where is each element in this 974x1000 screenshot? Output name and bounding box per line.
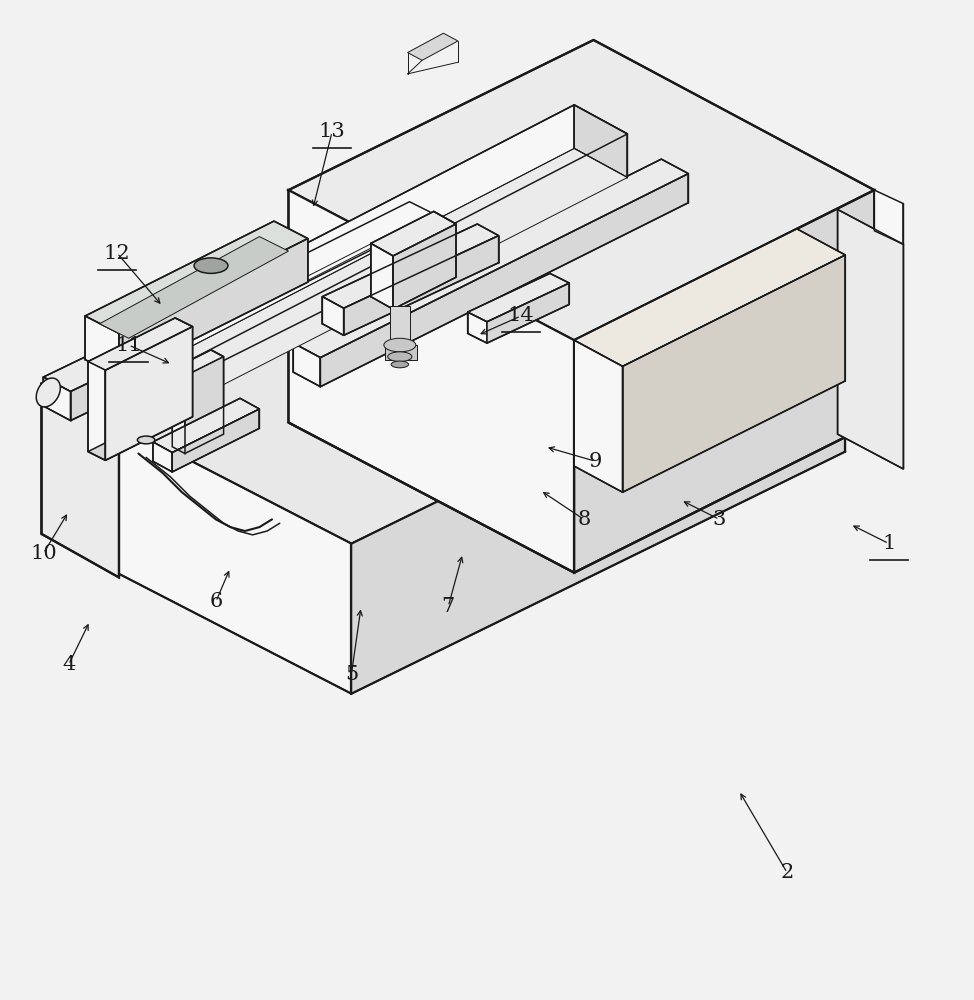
Polygon shape (129, 342, 158, 393)
Polygon shape (119, 148, 627, 411)
Polygon shape (88, 362, 105, 460)
Polygon shape (322, 224, 499, 308)
Polygon shape (574, 190, 875, 573)
Polygon shape (185, 357, 224, 454)
Polygon shape (468, 273, 570, 322)
Text: 5: 5 (345, 665, 358, 684)
Polygon shape (153, 398, 259, 453)
Polygon shape (42, 384, 119, 577)
Polygon shape (44, 246, 342, 392)
Polygon shape (70, 261, 342, 421)
Polygon shape (574, 340, 622, 492)
Text: 7: 7 (441, 597, 455, 616)
Polygon shape (153, 442, 172, 472)
Text: 4: 4 (62, 655, 75, 674)
Ellipse shape (384, 338, 416, 352)
Polygon shape (288, 40, 875, 340)
Polygon shape (391, 306, 409, 360)
Text: 3: 3 (713, 510, 726, 529)
Polygon shape (44, 377, 70, 421)
Polygon shape (42, 384, 352, 694)
Polygon shape (288, 190, 574, 573)
Polygon shape (88, 408, 193, 460)
Polygon shape (393, 224, 456, 309)
Polygon shape (875, 190, 904, 244)
Polygon shape (293, 159, 689, 358)
Polygon shape (158, 216, 438, 393)
Text: 14: 14 (507, 306, 534, 325)
Ellipse shape (194, 258, 228, 273)
Ellipse shape (137, 436, 155, 444)
Polygon shape (322, 297, 344, 335)
Text: 11: 11 (115, 336, 142, 355)
Polygon shape (838, 209, 904, 469)
Polygon shape (320, 174, 689, 387)
Ellipse shape (388, 352, 412, 362)
Text: 8: 8 (578, 510, 590, 529)
Polygon shape (172, 369, 185, 454)
Polygon shape (574, 229, 845, 366)
Polygon shape (99, 237, 288, 338)
Polygon shape (129, 202, 438, 357)
Polygon shape (293, 343, 320, 387)
Text: 13: 13 (318, 122, 346, 141)
Polygon shape (487, 283, 570, 343)
Text: 2: 2 (780, 863, 794, 882)
Text: 6: 6 (209, 592, 222, 611)
Polygon shape (622, 255, 845, 492)
Polygon shape (407, 33, 458, 60)
Polygon shape (85, 316, 119, 377)
Polygon shape (88, 318, 193, 370)
Polygon shape (85, 221, 308, 333)
Polygon shape (371, 211, 456, 256)
Polygon shape (352, 301, 845, 694)
Text: 9: 9 (588, 452, 602, 471)
Text: 12: 12 (104, 244, 131, 263)
Polygon shape (119, 340, 172, 411)
Polygon shape (386, 345, 417, 360)
Polygon shape (172, 409, 259, 472)
Polygon shape (119, 105, 627, 369)
Polygon shape (344, 236, 499, 335)
Polygon shape (172, 350, 224, 376)
Polygon shape (574, 105, 627, 178)
Polygon shape (468, 312, 487, 343)
Polygon shape (105, 327, 193, 460)
Text: 10: 10 (30, 544, 56, 563)
Ellipse shape (36, 378, 60, 407)
Polygon shape (371, 243, 393, 309)
Polygon shape (42, 340, 197, 427)
Polygon shape (42, 142, 845, 544)
Polygon shape (119, 239, 308, 377)
Ellipse shape (392, 361, 408, 368)
Text: 1: 1 (882, 534, 895, 553)
